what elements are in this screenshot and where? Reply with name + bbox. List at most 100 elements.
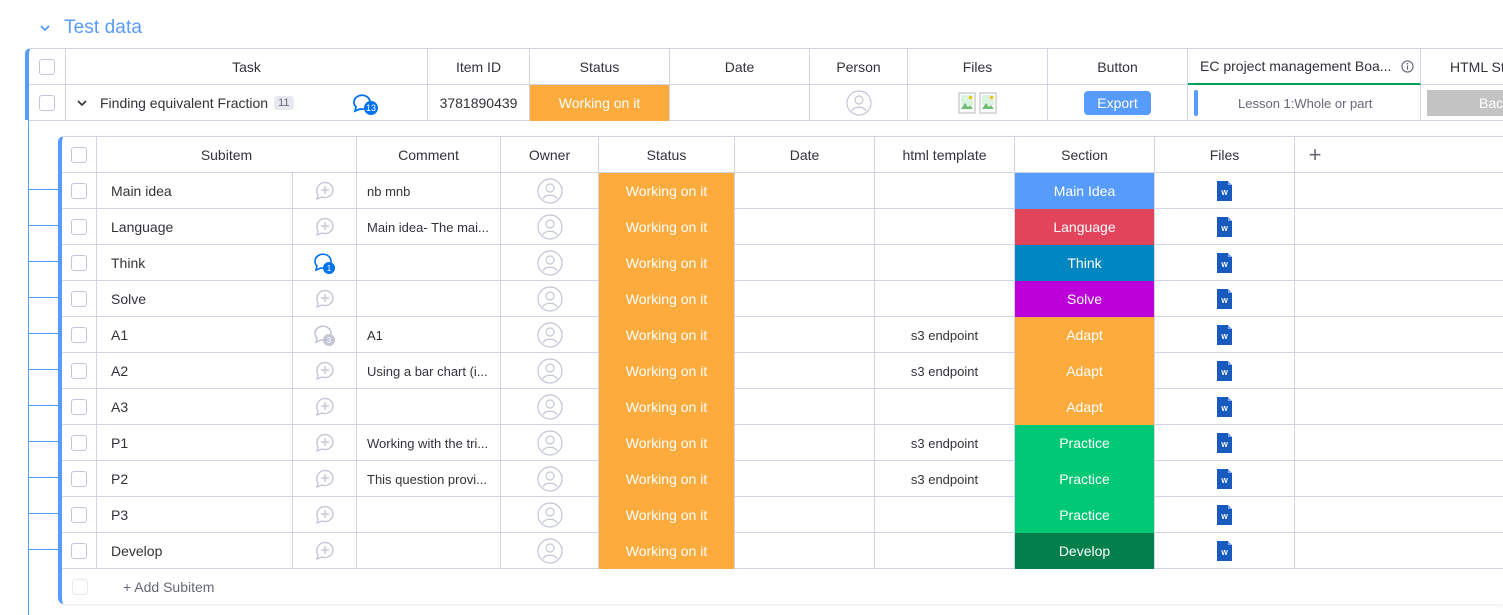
subitem-row[interactable]: A1 3 A1 Working on it s3 endpoint Adapt W (62, 317, 1503, 353)
subitem-name-cell[interactable]: P3 (97, 497, 293, 533)
subitem-owner[interactable] (501, 317, 599, 353)
subitem-name-cell[interactable]: A3 (97, 389, 293, 425)
word-file-icon[interactable]: W (1216, 324, 1233, 346)
add-update-icon[interactable] (314, 432, 336, 454)
subitem-date[interactable] (735, 497, 875, 533)
word-file-icon[interactable]: W (1216, 504, 1233, 526)
subitem-files[interactable]: W (1155, 461, 1295, 497)
subitem-name-cell[interactable]: Develop (97, 533, 293, 569)
person-avatar-icon[interactable] (845, 90, 872, 116)
add-update-icon[interactable] (314, 540, 336, 562)
subitem-owner[interactable] (501, 281, 599, 317)
subitem-date[interactable] (735, 317, 875, 353)
subitem-comment[interactable]: Using a bar chart (i... (357, 353, 501, 389)
subitem-owner[interactable] (501, 209, 599, 245)
word-file-icon[interactable]: W (1216, 180, 1233, 202)
subitem-files[interactable]: W (1155, 317, 1295, 353)
item-ec-board[interactable]: Lesson 1:Whole or part (1188, 85, 1421, 121)
image-file-icon[interactable] (958, 92, 976, 114)
sub-header-subitem[interactable]: Subitem (97, 137, 357, 173)
subitem-checkbox[interactable] (71, 435, 87, 451)
subitem-html-template[interactable] (875, 389, 1015, 425)
subitem-html-template[interactable] (875, 209, 1015, 245)
sub-header-section[interactable]: Section (1015, 137, 1155, 173)
subitem-name[interactable]: Solve (111, 291, 147, 307)
header-html-status[interactable]: HTML St (1450, 59, 1503, 75)
subitem-updates-cell[interactable] (293, 425, 357, 461)
subitem-checkbox[interactable] (71, 363, 87, 379)
subitem-date[interactable] (735, 389, 875, 425)
subitem-section[interactable]: Think (1015, 245, 1155, 281)
subitem-section[interactable]: Solve (1015, 281, 1155, 317)
add-update-icon[interactable] (314, 396, 336, 418)
sub-header-comment[interactable]: Comment (357, 137, 501, 173)
subitem-updates-cell[interactable] (293, 389, 357, 425)
word-file-icon[interactable]: W (1216, 288, 1233, 310)
subitem-html-template[interactable]: s3 endpoint (875, 353, 1015, 389)
person-avatar-icon[interactable] (536, 430, 563, 456)
sub-header-date[interactable]: Date (735, 137, 875, 173)
subitem-updates-cell[interactable] (293, 209, 357, 245)
subitem-checkbox[interactable] (71, 471, 87, 487)
person-avatar-icon[interactable] (536, 394, 563, 420)
subitem-name-cell[interactable]: P1 (97, 425, 293, 461)
subitem-updates-cell[interactable] (293, 497, 357, 533)
subitem-checkbox[interactable] (71, 219, 87, 235)
subitem-comment[interactable] (357, 497, 501, 533)
subitem-status[interactable]: Working on it (599, 245, 735, 281)
subitem-comment[interactable]: nb mnb (357, 173, 501, 209)
subitem-row[interactable]: Think 1 Working on it Think W (62, 245, 1503, 281)
updates-icon[interactable]: 3 (312, 323, 338, 347)
subitem-row[interactable]: Language Main idea- The mai... Working on … (62, 209, 1503, 245)
subitem-row[interactable]: A3 Working on it Adapt W (62, 389, 1503, 425)
subitem-files[interactable]: W (1155, 173, 1295, 209)
add-subitem-button[interactable]: + Add Subitem (123, 579, 215, 595)
subitem-section[interactable]: Practice (1015, 497, 1155, 533)
person-avatar-icon[interactable] (536, 322, 563, 348)
add-update-icon[interactable] (314, 180, 336, 202)
person-avatar-icon[interactable] (536, 466, 563, 492)
sub-header-html-template[interactable]: html template (875, 137, 1015, 173)
subitem-checkbox[interactable] (71, 507, 87, 523)
subitem-count-badge[interactable]: 11 (274, 96, 294, 110)
subitem-status[interactable]: Working on it (599, 317, 735, 353)
subitem-updates-cell[interactable] (293, 281, 357, 317)
add-subitem-row[interactable]: + Add Subitem (62, 569, 1503, 605)
updates-icon[interactable]: 13 (351, 92, 381, 116)
subitem-html-template[interactable] (875, 245, 1015, 281)
header-item-id[interactable]: Item ID (428, 49, 530, 85)
subitem-updates-cell[interactable]: 1 (293, 245, 357, 281)
subitem-files[interactable]: W (1155, 533, 1295, 569)
item-name[interactable]: Finding equivalent Fraction (100, 95, 269, 111)
add-update-icon[interactable] (314, 360, 336, 382)
subitem-checkbox[interactable] (71, 399, 87, 415)
subitem-date[interactable] (735, 425, 875, 461)
header-task[interactable]: Task (66, 49, 428, 85)
expand-chevron-icon[interactable] (76, 97, 88, 109)
subitem-html-template[interactable] (875, 497, 1015, 533)
subitem-status[interactable]: Working on it (599, 353, 735, 389)
word-file-icon[interactable]: W (1216, 360, 1233, 382)
subitem-owner[interactable] (501, 173, 599, 209)
subitem-files[interactable]: W (1155, 209, 1295, 245)
subitem-date[interactable] (735, 533, 875, 569)
subitem-status[interactable]: Working on it (599, 533, 735, 569)
subitem-name-cell[interactable]: Main idea (97, 173, 293, 209)
subitem-status[interactable]: Working on it (599, 281, 735, 317)
subitem-name[interactable]: Main idea (111, 183, 172, 199)
subitem-name[interactable]: Think (111, 255, 146, 271)
subitem-owner[interactable] (501, 353, 599, 389)
subitem-comment[interactable] (357, 281, 501, 317)
item-name-cell[interactable]: Finding equivalent Fraction 11 13 (66, 85, 428, 121)
subitem-updates-cell[interactable] (293, 533, 357, 569)
word-file-icon[interactable]: W (1216, 396, 1233, 418)
subitem-comment[interactable]: A1 (357, 317, 501, 353)
subitem-date[interactable] (735, 245, 875, 281)
subitem-name[interactable]: Language (111, 219, 174, 235)
subitem-status[interactable]: Working on it (599, 173, 735, 209)
item-date[interactable] (670, 85, 810, 121)
subitem-html-template[interactable] (875, 173, 1015, 209)
person-avatar-icon[interactable] (536, 214, 563, 240)
subitem-updates-cell[interactable] (293, 353, 357, 389)
html-status-value[interactable]: Backlo (1427, 90, 1503, 116)
